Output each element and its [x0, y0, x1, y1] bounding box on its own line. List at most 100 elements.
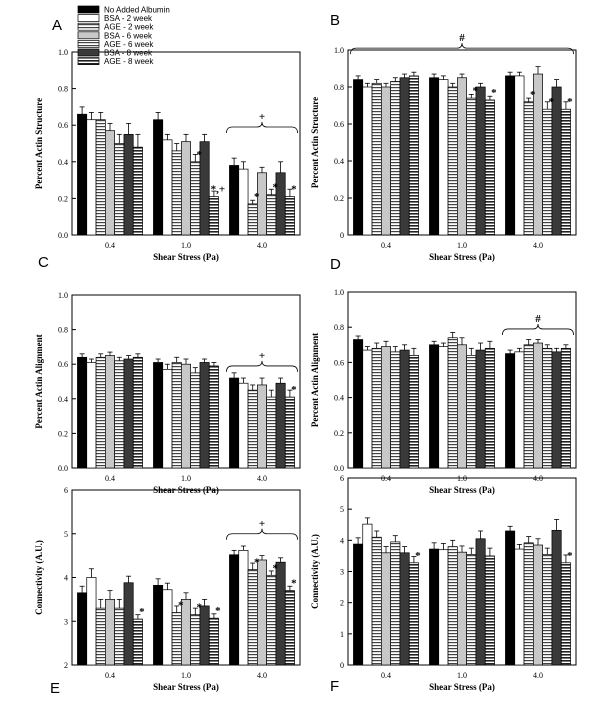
y-tick-label: 2	[340, 599, 344, 608]
panel-letter: A	[52, 17, 62, 34]
significance-marker: *	[254, 557, 260, 569]
bar	[362, 523, 373, 666]
y-tick-label: 0.0	[58, 464, 68, 473]
bar	[275, 561, 286, 666]
bar	[284, 396, 295, 469]
bar	[390, 81, 401, 236]
bar	[353, 543, 364, 666]
bar	[266, 574, 277, 666]
bar	[257, 172, 268, 236]
bar	[514, 75, 525, 236]
y-axis-label: Connectivity (A.U.)	[310, 534, 320, 609]
significance-marker: *	[530, 89, 536, 101]
bar	[229, 554, 240, 666]
legend-entry: AGE - 6 week	[104, 40, 154, 49]
bar	[153, 585, 164, 666]
x-tick-label: 0.4	[105, 671, 115, 680]
y-tick-label: 0.6	[334, 358, 344, 367]
panel-b: 0 0.2 0.4 0.6 0.8 1.0 Percent Actin Structure S…	[310, 12, 577, 262]
bar	[229, 377, 240, 469]
bar	[399, 77, 410, 236]
bar	[475, 86, 486, 236]
bar	[408, 75, 419, 236]
bar	[457, 344, 468, 469]
bar	[353, 79, 364, 236]
significance-marker: *	[139, 606, 145, 618]
bracket-label: #	[535, 313, 541, 325]
x-tick-label: 1.0	[181, 241, 191, 250]
bar	[457, 551, 468, 666]
bar	[551, 351, 562, 469]
bar	[153, 362, 164, 469]
y-tick-label: 1	[340, 630, 344, 639]
bar	[466, 355, 477, 469]
bar	[523, 344, 534, 469]
x-tick-label: 1.0	[181, 474, 191, 483]
y-tick-label: 0.4	[58, 158, 68, 167]
significance-marker: *	[567, 550, 573, 562]
bar	[362, 86, 373, 236]
bar	[114, 143, 125, 236]
panel-letter: B	[330, 12, 340, 29]
bar	[132, 618, 143, 666]
x-axis-label: Shear Stress (Pa)	[429, 252, 495, 262]
bar	[190, 614, 201, 666]
y-axis-label: Percent Actin Alignment	[34, 334, 44, 428]
panel-letter: F	[330, 678, 339, 695]
bar	[199, 605, 210, 666]
bar	[542, 347, 553, 469]
bar	[77, 356, 88, 469]
bar	[257, 384, 268, 469]
y-tick-label: 5	[64, 530, 68, 539]
legend-swatch	[77, 57, 100, 65]
y-tick-label: 4	[64, 574, 68, 583]
y-tick-label: 0.6	[58, 121, 68, 130]
bar	[95, 356, 106, 469]
significance-bracket	[350, 43, 574, 55]
y-tick-label: 6	[340, 474, 344, 483]
x-tick-label: 0.4	[105, 241, 115, 250]
y-axis-label: Connectivity (A.U.)	[34, 540, 44, 615]
bar	[381, 552, 392, 666]
bar	[162, 589, 173, 666]
y-tick-label: 0.0	[58, 231, 68, 240]
bar	[514, 548, 525, 666]
legend-entry: AGE - 8 week	[104, 57, 154, 66]
bar	[257, 559, 268, 666]
bar	[229, 165, 240, 236]
bracket-label: #	[459, 32, 465, 44]
x-tick-label: 4.0	[257, 474, 267, 483]
bar	[208, 196, 219, 236]
bar	[208, 617, 219, 666]
y-tick-label: 0.2	[334, 194, 344, 203]
bar	[399, 552, 410, 666]
bar	[542, 554, 553, 666]
legend-swatch	[77, 5, 100, 14]
x-axis-label: Shear Stress (Pa)	[429, 485, 495, 495]
bracket-label: +	[259, 350, 265, 362]
y-axis-label: Percent Actin Structure	[34, 98, 44, 189]
y-tick-label: 1.0	[58, 291, 68, 300]
y-tick-label: 3	[64, 617, 68, 626]
bar	[381, 86, 392, 236]
bar	[181, 363, 192, 469]
panel-f: 0 1 2 3 4 5 6 Connectivity (A.U.) Shear Stress (…	[310, 474, 577, 695]
y-tick-label: 6	[64, 486, 68, 495]
bar	[104, 355, 115, 469]
bar	[551, 86, 562, 236]
bar	[132, 146, 143, 236]
legend-swatch	[77, 48, 100, 57]
significance-marker: *	[254, 191, 260, 203]
bar	[247, 203, 258, 236]
x-axis-label: Shear Stress (Pa)	[429, 682, 495, 692]
bar	[390, 541, 401, 666]
x-tick-label: 0.4	[381, 671, 391, 680]
bar	[132, 356, 143, 469]
bar	[104, 599, 115, 666]
x-tick-label: 4.0	[533, 671, 543, 680]
bar	[505, 530, 516, 666]
y-tick-label: 0	[340, 231, 344, 240]
bar	[266, 396, 277, 469]
bar	[86, 362, 97, 469]
